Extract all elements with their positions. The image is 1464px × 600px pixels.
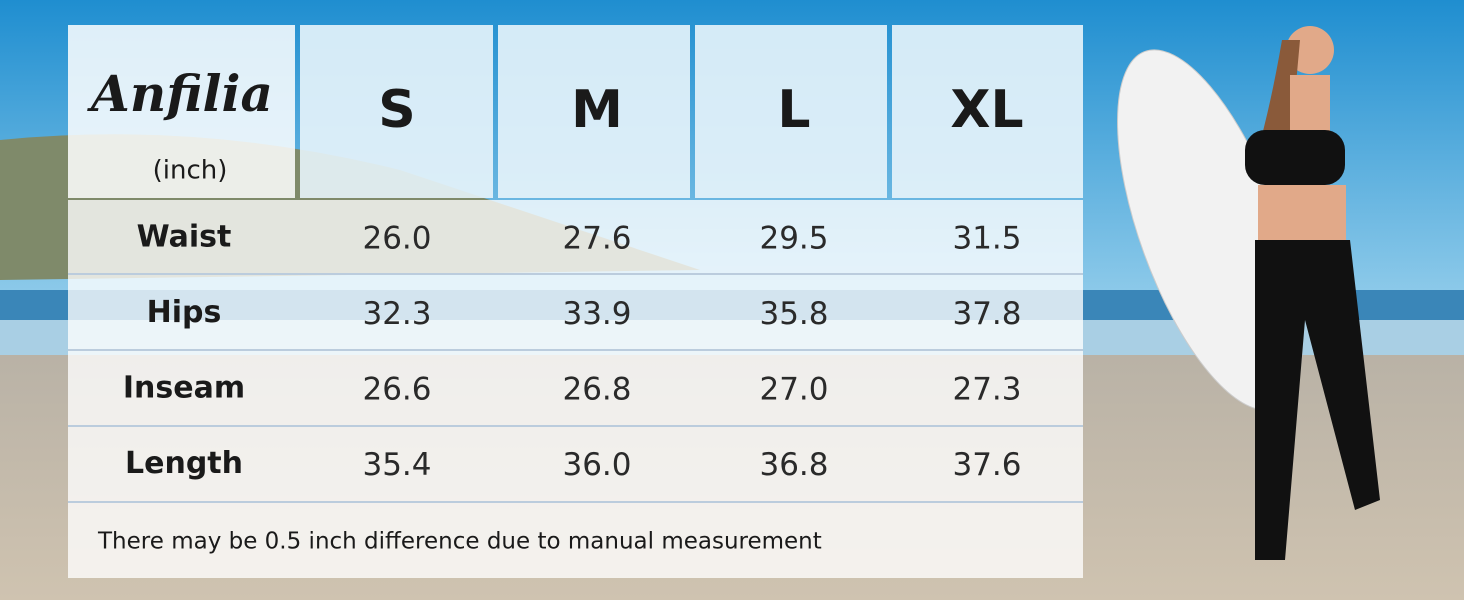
- cell-value: 26.6: [362, 372, 431, 408]
- cell-value: 37.6: [952, 447, 1021, 483]
- table: [68, 25, 1083, 578]
- cell-value: 27.6: [562, 221, 631, 257]
- note: There may be 0.5 inch difference due to …: [97, 529, 822, 555]
- cell-value: 35.4: [362, 447, 431, 483]
- row-label: Inseam: [123, 371, 245, 406]
- cell-value: 36.0: [562, 447, 631, 483]
- size-header: S: [378, 80, 415, 140]
- header-cell: [695, 25, 887, 198]
- surfer: [1117, 26, 1380, 560]
- brand-cell: [68, 25, 295, 198]
- size-header: M: [571, 80, 623, 140]
- torso: [1290, 75, 1330, 135]
- cell-value: 31.5: [952, 221, 1021, 257]
- row-label: Waist: [137, 220, 232, 255]
- brand: Anfilia: [87, 64, 273, 123]
- waist: [1258, 185, 1346, 240]
- cell-value: 27.3: [952, 372, 1021, 408]
- cell-value: 36.8: [759, 447, 828, 483]
- cell-value: 37.8: [952, 296, 1021, 332]
- body: [68, 200, 1083, 578]
- leggings: [1255, 240, 1380, 560]
- cell-value: 35.8: [759, 296, 828, 332]
- header-cell: [892, 25, 1083, 198]
- cell-value: 32.3: [362, 296, 431, 332]
- size-header: XL: [950, 80, 1023, 140]
- cell-value: 26.0: [362, 221, 431, 257]
- size-header: L: [777, 80, 810, 140]
- unit: (inch): [153, 156, 228, 186]
- cell-value: 27.0: [759, 372, 828, 408]
- cell-value: 26.8: [562, 372, 631, 408]
- row-label: Hips: [147, 295, 222, 330]
- header-cell: [498, 25, 690, 198]
- row-label: Length: [125, 446, 243, 481]
- cell-value: 29.5: [759, 221, 828, 257]
- header-cell: [300, 25, 493, 198]
- top: [1245, 130, 1345, 185]
- cell-value: 33.9: [562, 296, 631, 332]
